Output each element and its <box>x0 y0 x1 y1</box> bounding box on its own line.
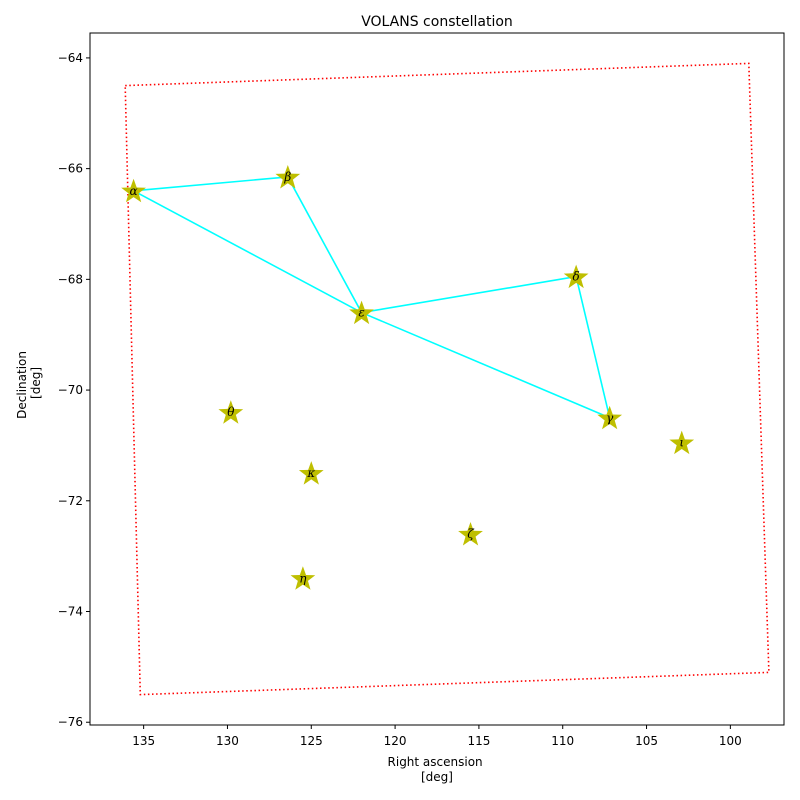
y-axis-label-line-1: Declination <box>15 351 29 419</box>
x-axis-label: Right ascension [deg] <box>388 755 487 784</box>
star-marker <box>218 400 244 424</box>
plot-area: α β γ δ ε ζ η θ ι κ <box>121 62 770 696</box>
y-axis: −64 −66 −68 −70 −72 −74 −76 <box>58 51 90 729</box>
y-tick-label: −76 <box>58 715 83 729</box>
axes-frame <box>89 32 785 726</box>
x-tick-label: 110 <box>551 734 574 748</box>
star-label: δ <box>573 270 580 284</box>
star-marker <box>121 178 146 203</box>
star-marker <box>298 461 324 485</box>
star-marker <box>275 164 301 189</box>
star-marker <box>290 566 316 590</box>
y-tick-label: −72 <box>58 494 83 508</box>
constellation-line-5 <box>361 311 610 419</box>
star-label: ζ <box>467 527 475 541</box>
x-axis-label-line-1: Right ascension <box>388 755 483 769</box>
x-tick-label: 135 <box>132 734 155 748</box>
star-marker <box>563 264 589 289</box>
star-label: κ <box>306 466 315 480</box>
x-axis: 135 130 125 120 115 110 105 100 <box>132 725 742 748</box>
constellation-line-2 <box>133 190 362 314</box>
star-label: η <box>299 571 307 585</box>
star-label: β <box>283 170 291 184</box>
x-tick-label: 115 <box>467 734 490 748</box>
star-marker <box>349 300 374 325</box>
x-tick-label: 105 <box>635 734 658 748</box>
y-axis-label: Declination [deg] <box>15 347 43 419</box>
star-label: ε <box>358 306 364 320</box>
star-label: ι <box>679 436 684 450</box>
x-tick-label: 120 <box>384 734 407 748</box>
star-label: θ <box>227 405 235 419</box>
x-tick-label: 125 <box>300 734 323 748</box>
star-marker <box>458 522 483 546</box>
star-marker <box>669 430 695 455</box>
y-tick-label: −68 <box>58 272 83 286</box>
constellation-line-0 <box>133 176 288 192</box>
y-axis-label-line-2: [deg] <box>29 367 43 399</box>
y-tick-label: −64 <box>58 51 83 65</box>
x-tick-label: 130 <box>216 734 239 748</box>
constellation-line-1 <box>287 176 363 313</box>
constellation-boundary <box>124 62 770 696</box>
x-axis-label-line-2: [deg] <box>421 770 453 784</box>
y-tick-label: −74 <box>58 605 83 619</box>
chart-title: VOLANS constellation <box>361 14 513 30</box>
y-tick-label: −70 <box>58 383 83 397</box>
constellation-line-3 <box>361 275 577 314</box>
star-label: α <box>130 184 138 198</box>
star-label: γ <box>606 411 614 425</box>
y-tick-label: −66 <box>58 162 83 176</box>
star-marker <box>597 405 623 430</box>
x-tick-label: 100 <box>719 734 742 748</box>
constellation-line-4 <box>575 276 611 418</box>
